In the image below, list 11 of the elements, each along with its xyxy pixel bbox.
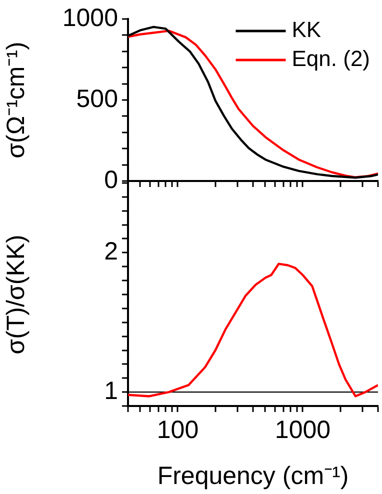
y-tick-label: 2: [104, 238, 118, 266]
legend-label: Eqn. (2): [292, 46, 370, 72]
y-tick-label: 0: [104, 166, 118, 194]
y-tick-label: 1: [104, 376, 118, 405]
y-tick-label: 1000: [62, 4, 118, 32]
legend-label: KK: [292, 17, 322, 42]
x-tick-label: 100: [156, 416, 199, 444]
x-axis-title: Frequency (cm⁻¹): [157, 462, 349, 490]
y-axis-title: σ(T)/σ(KK): [2, 234, 30, 354]
y-axis-title: σ(Ω⁻¹cm⁻¹): [2, 42, 30, 158]
y-tick-label: 500: [76, 84, 118, 113]
